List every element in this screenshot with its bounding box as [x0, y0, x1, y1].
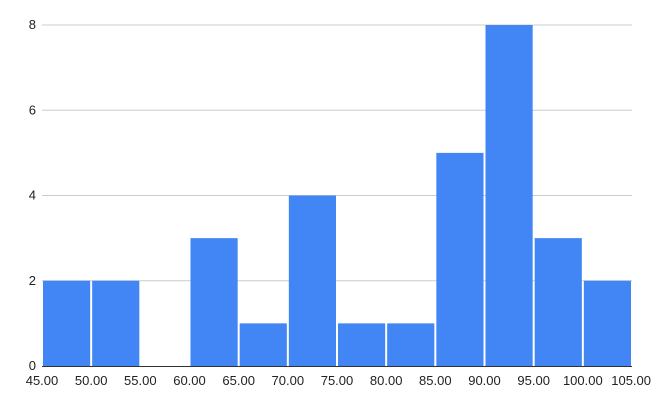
- histogram-bar: [534, 238, 582, 366]
- x-tick-label: 70.00: [272, 373, 305, 388]
- x-tick-label: 95.00: [517, 373, 550, 388]
- x-tick-label: 105.00: [611, 373, 651, 388]
- grid-lines: [42, 24, 632, 282]
- histogram-bar: [436, 152, 484, 366]
- x-tick-label: 50.00: [75, 373, 108, 388]
- histogram-bar: [190, 238, 238, 366]
- histogram-bar: [92, 280, 140, 366]
- x-tick-label: 100.00: [563, 373, 603, 388]
- y-tick-label: 2: [29, 273, 36, 288]
- histogram-bar: [583, 280, 631, 366]
- histogram-bars: [43, 25, 631, 366]
- x-tick-label: 65.00: [222, 373, 255, 388]
- x-tick-label: 90.00: [468, 373, 501, 388]
- y-tick-label: 8: [29, 17, 36, 32]
- x-tick-label: 45.00: [26, 373, 59, 388]
- histogram-bar: [239, 323, 287, 366]
- x-tick-label: 85.00: [419, 373, 452, 388]
- y-tick-label: 6: [29, 102, 36, 117]
- x-axis-tick-labels: 45.00 50.00 55.00 60.00 65.00 70.00 75.00 80.00…: [26, 373, 651, 388]
- x-tick-label: 80.00: [370, 373, 403, 388]
- x-tick-label: 60.00: [173, 373, 206, 388]
- y-tick-label: 4: [29, 188, 36, 203]
- histogram-bar: [387, 323, 435, 366]
- x-tick-label: 75.00: [321, 373, 354, 388]
- histogram-bar: [43, 280, 91, 366]
- histogram-bar: [338, 323, 386, 366]
- histogram-bar: [485, 25, 533, 366]
- histogram-bar: [288, 195, 336, 366]
- y-tick-label: 0: [29, 358, 36, 373]
- x-tick-label: 55.00: [124, 373, 157, 388]
- y-axis-tick-labels: 0 2 4 6 8: [29, 17, 36, 373]
